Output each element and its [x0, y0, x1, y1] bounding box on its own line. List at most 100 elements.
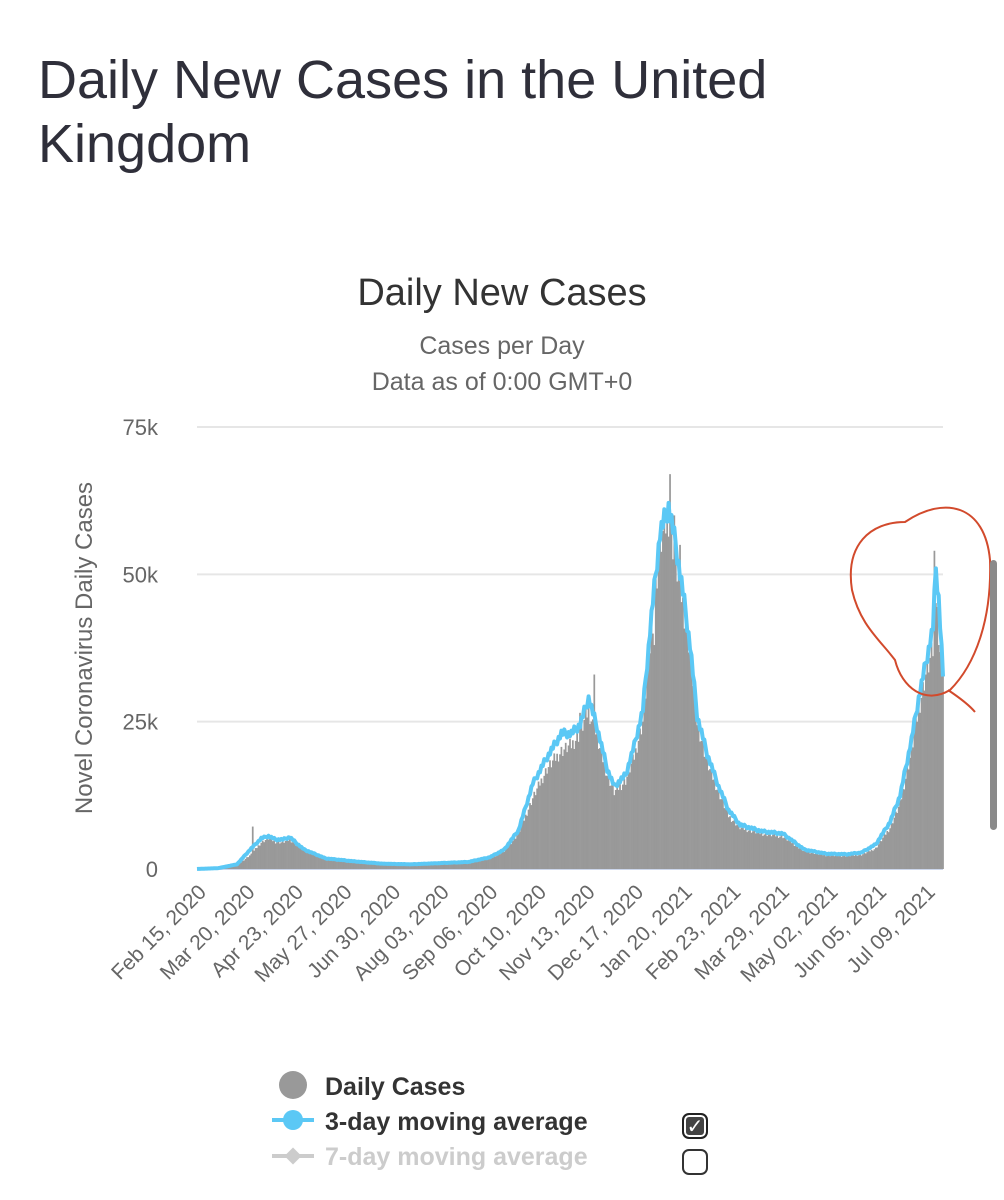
bar-daily-cases: [740, 827, 743, 869]
bar-daily-cases: [846, 856, 849, 869]
checkbox-3-day-average[interactable]: ✓: [682, 1113, 708, 1139]
bar-daily-cases: [431, 864, 434, 869]
bar-daily-cases: [907, 769, 910, 869]
bar-daily-cases: [676, 581, 679, 869]
bar-daily-cases: [794, 845, 797, 869]
bar-daily-cases: [916, 721, 919, 869]
bar-daily-cases: [912, 747, 914, 869]
bar-daily-cases: [279, 843, 281, 869]
bar-daily-cases: [409, 864, 411, 869]
bar-daily-cases: [613, 795, 616, 869]
bar-daily-cases: [592, 719, 594, 869]
legend-item-daily-cases[interactable]: Daily Cases: [279, 1071, 465, 1101]
bar-daily-cases: [521, 820, 524, 869]
bar-daily-cases: [760, 832, 763, 869]
legend-item-3-day-average[interactable]: 3-day moving average: [272, 1108, 588, 1136]
bar-daily-cases: [339, 860, 341, 869]
bar-daily-cases: [234, 865, 237, 869]
bar-daily-cases: [349, 861, 351, 869]
bar-daily-cases: [670, 522, 673, 869]
bar-daily-cases: [710, 768, 713, 869]
bar-daily-cases: [334, 860, 337, 869]
bar-daily-cases: [299, 848, 301, 869]
bar-daily-cases: [630, 763, 633, 869]
bar-daily-cases: [807, 851, 810, 869]
bar-daily-cases: [390, 864, 393, 869]
bar-daily-cases: [802, 851, 804, 869]
bar-daily-cases: [809, 853, 811, 869]
bar-daily-cases: [737, 824, 740, 869]
bar-daily-cases: [939, 652, 942, 869]
bar-daily-cases: [407, 864, 410, 869]
bar-daily-cases: [289, 838, 291, 869]
legend-item-7-day-average[interactable]: 7-day moving average: [272, 1143, 588, 1171]
bar-daily-cases: [936, 606, 939, 869]
bar-daily-cases: [581, 730, 584, 869]
bar-daily-cases: [620, 790, 623, 869]
bar-daily-cases: [634, 748, 637, 869]
bar-daily-cases: [541, 783, 544, 869]
bar-daily-cases: [863, 852, 866, 869]
bar-daily-cases: [557, 761, 560, 869]
scrollbar[interactable]: [990, 560, 997, 830]
bar-daily-cases: [561, 755, 564, 869]
bar-daily-cases: [836, 854, 839, 869]
bar-daily-cases: [437, 863, 440, 869]
bar-daily-cases: [839, 855, 841, 869]
bar-daily-cases: [507, 846, 510, 869]
bar-daily-cases: [629, 772, 631, 869]
bar-daily-cases: [531, 798, 534, 869]
bar-daily-cases: [799, 848, 801, 869]
bar-daily-cases: [743, 829, 746, 869]
chart-title: Daily New Cases: [357, 272, 646, 314]
checkbox-7-day-average[interactable]: [682, 1149, 708, 1175]
bar-daily-cases: [233, 865, 236, 869]
bar-daily-cases: [664, 533, 667, 869]
bar-daily-cases: [719, 799, 721, 869]
bar-daily-cases: [493, 855, 496, 869]
bar-daily-cases: [304, 850, 307, 869]
bar-daily-cases: [643, 699, 646, 869]
bar-daily-cases: [544, 768, 547, 869]
bar-daily-cases: [644, 698, 647, 869]
bar-daily-cases: [449, 863, 451, 869]
bar-daily-cases: [714, 790, 717, 869]
bar-daily-cases: [920, 697, 923, 869]
bar-daily-cases: [843, 855, 846, 869]
bar-daily-cases: [329, 858, 331, 869]
bar-daily-cases: [812, 852, 814, 869]
bar-daily-cases: [653, 645, 656, 869]
bar-daily-cases: [281, 841, 284, 869]
bar-daily-cases: [833, 856, 836, 869]
bar-daily-cases: [739, 829, 741, 869]
bar-daily-cases: [612, 785, 614, 869]
bar-daily-cases: [672, 559, 674, 869]
bar-daily-cases: [330, 859, 333, 869]
bar-daily-cases: [589, 724, 591, 869]
bar-daily-cases: [857, 855, 860, 869]
bar-daily-cases: [753, 829, 756, 869]
bar-daily-cases: [942, 671, 944, 869]
bar-daily-cases: [503, 851, 506, 869]
bar-daily-cases: [932, 656, 934, 869]
bar-daily-cases: [874, 847, 877, 869]
bar-daily-cases: [307, 852, 310, 869]
bar-daily-cases: [401, 864, 404, 869]
bar-daily-cases: [481, 859, 484, 869]
bar-daily-cases: [767, 834, 770, 869]
bar-daily-cases: [350, 861, 353, 869]
bar-daily-cases: [856, 856, 859, 869]
bar-daily-cases: [624, 784, 627, 869]
bar-daily-cases: [456, 863, 458, 869]
bar-daily-cases: [669, 474, 671, 869]
bar-daily-cases: [750, 832, 753, 869]
bar-daily-cases: [410, 864, 413, 869]
bar-daily-cases: [240, 862, 243, 869]
bar-daily-cases: [893, 817, 896, 869]
bar-daily-cases: [896, 812, 899, 869]
chart-note: Data as of 0:00 GMT+0: [372, 368, 633, 396]
bar-daily-cases: [536, 788, 538, 869]
bar-daily-cases: [772, 834, 774, 869]
bar-daily-cases: [637, 740, 640, 869]
